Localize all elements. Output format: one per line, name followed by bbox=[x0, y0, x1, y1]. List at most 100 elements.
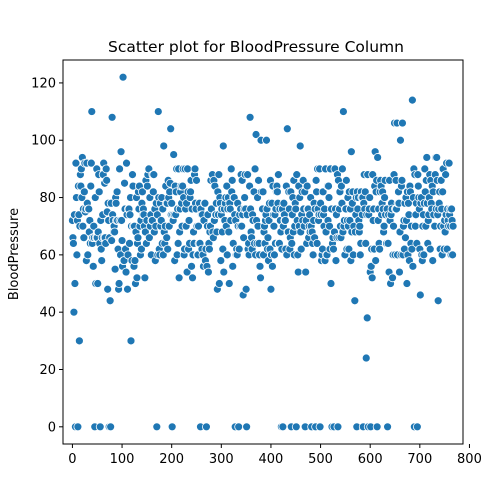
data-point bbox=[293, 267, 303, 277]
data-point bbox=[355, 221, 365, 231]
data-point bbox=[73, 422, 83, 432]
x-tick-label: 500 bbox=[308, 452, 333, 467]
data-point bbox=[361, 353, 371, 363]
data-point bbox=[167, 422, 177, 432]
data-point bbox=[263, 233, 273, 243]
axis-ticks: 0 100 200 300 400 500 600 700 800 0 20 40 60 80 100 120 bbox=[31, 76, 482, 467]
data-point bbox=[428, 256, 438, 266]
data-point bbox=[107, 236, 117, 245]
data-point bbox=[325, 221, 334, 231]
data-point bbox=[324, 193, 334, 202]
data-point bbox=[447, 204, 456, 214]
data-point bbox=[395, 267, 404, 277]
data-point bbox=[186, 187, 195, 197]
data-point bbox=[152, 422, 162, 432]
data-point bbox=[97, 256, 107, 266]
data-point bbox=[227, 175, 237, 185]
data-point bbox=[262, 135, 271, 145]
data-point bbox=[266, 284, 276, 294]
data-point bbox=[222, 250, 232, 260]
data-point bbox=[122, 158, 131, 168]
data-point bbox=[190, 164, 200, 174]
data-point bbox=[383, 422, 392, 432]
data-point bbox=[202, 422, 211, 432]
data-point bbox=[433, 296, 443, 306]
data-point bbox=[69, 238, 78, 248]
data-point bbox=[318, 187, 328, 197]
data-point bbox=[137, 187, 147, 197]
data-point bbox=[397, 175, 407, 185]
data-point bbox=[140, 273, 150, 283]
data-point bbox=[183, 164, 192, 174]
data-point bbox=[148, 187, 158, 197]
data-point bbox=[326, 279, 336, 288]
data-point bbox=[422, 153, 432, 162]
data-point bbox=[86, 158, 96, 168]
data-point bbox=[366, 261, 376, 271]
data-point bbox=[159, 141, 169, 151]
data-point bbox=[268, 261, 277, 271]
data-point bbox=[438, 187, 448, 197]
data-point bbox=[130, 256, 140, 266]
data-point bbox=[315, 422, 325, 432]
data-point bbox=[116, 147, 126, 157]
data-point bbox=[228, 261, 238, 271]
data-point bbox=[273, 170, 283, 180]
data-point bbox=[448, 221, 458, 231]
data-point bbox=[70, 279, 80, 288]
data-point bbox=[250, 164, 260, 174]
data-point bbox=[419, 250, 429, 260]
data-point bbox=[153, 107, 163, 116]
data-point bbox=[292, 170, 302, 180]
data-points bbox=[68, 72, 458, 432]
x-tick-label: 300 bbox=[209, 452, 234, 467]
data-point bbox=[234, 244, 244, 254]
data-point bbox=[74, 336, 84, 346]
data-point bbox=[256, 273, 265, 283]
data-point bbox=[333, 422, 343, 432]
data-point bbox=[360, 187, 370, 197]
data-point bbox=[379, 221, 389, 231]
data-point bbox=[117, 236, 127, 245]
data-point bbox=[337, 181, 346, 191]
data-point bbox=[302, 181, 312, 191]
data-point bbox=[173, 238, 183, 248]
y-tick-label: 80 bbox=[39, 191, 56, 206]
data-point bbox=[178, 181, 188, 191]
data-point bbox=[117, 216, 126, 225]
data-point bbox=[204, 244, 214, 254]
data-point bbox=[402, 279, 412, 288]
data-point bbox=[89, 221, 99, 231]
data-point bbox=[162, 233, 172, 243]
data-point bbox=[163, 244, 173, 254]
data-point bbox=[110, 227, 120, 237]
data-point bbox=[441, 170, 451, 180]
data-point bbox=[264, 216, 274, 225]
data-point bbox=[388, 273, 397, 283]
data-point bbox=[412, 422, 422, 432]
data-point bbox=[86, 181, 96, 191]
data-point bbox=[174, 273, 184, 283]
data-point bbox=[166, 124, 176, 134]
data-point bbox=[226, 164, 236, 174]
data-point bbox=[142, 181, 152, 191]
data-point bbox=[105, 296, 115, 306]
data-point bbox=[258, 187, 268, 197]
data-point bbox=[79, 187, 89, 197]
data-point bbox=[78, 221, 88, 231]
data-point bbox=[95, 422, 105, 432]
data-point bbox=[133, 233, 143, 243]
data-point bbox=[311, 175, 321, 185]
data-point bbox=[396, 135, 405, 145]
data-point bbox=[361, 238, 371, 248]
data-point bbox=[375, 244, 385, 254]
x-tick-label: 200 bbox=[159, 452, 184, 467]
data-point bbox=[222, 181, 232, 191]
data-point bbox=[432, 153, 442, 162]
data-point bbox=[420, 164, 430, 174]
data-point bbox=[355, 250, 365, 260]
y-tick-label: 0 bbox=[48, 420, 56, 435]
data-point bbox=[149, 170, 159, 180]
data-point bbox=[240, 193, 250, 202]
